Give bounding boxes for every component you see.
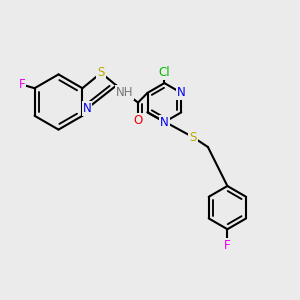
Text: F: F [224,238,231,252]
Text: S: S [189,130,197,144]
Text: N: N [177,86,186,99]
Text: F: F [19,78,25,91]
Text: Cl: Cl [159,66,170,80]
Text: NH: NH [116,85,133,99]
Text: O: O [134,113,142,127]
Text: S: S [98,66,105,80]
Text: N: N [82,102,91,115]
Text: N: N [160,116,169,129]
